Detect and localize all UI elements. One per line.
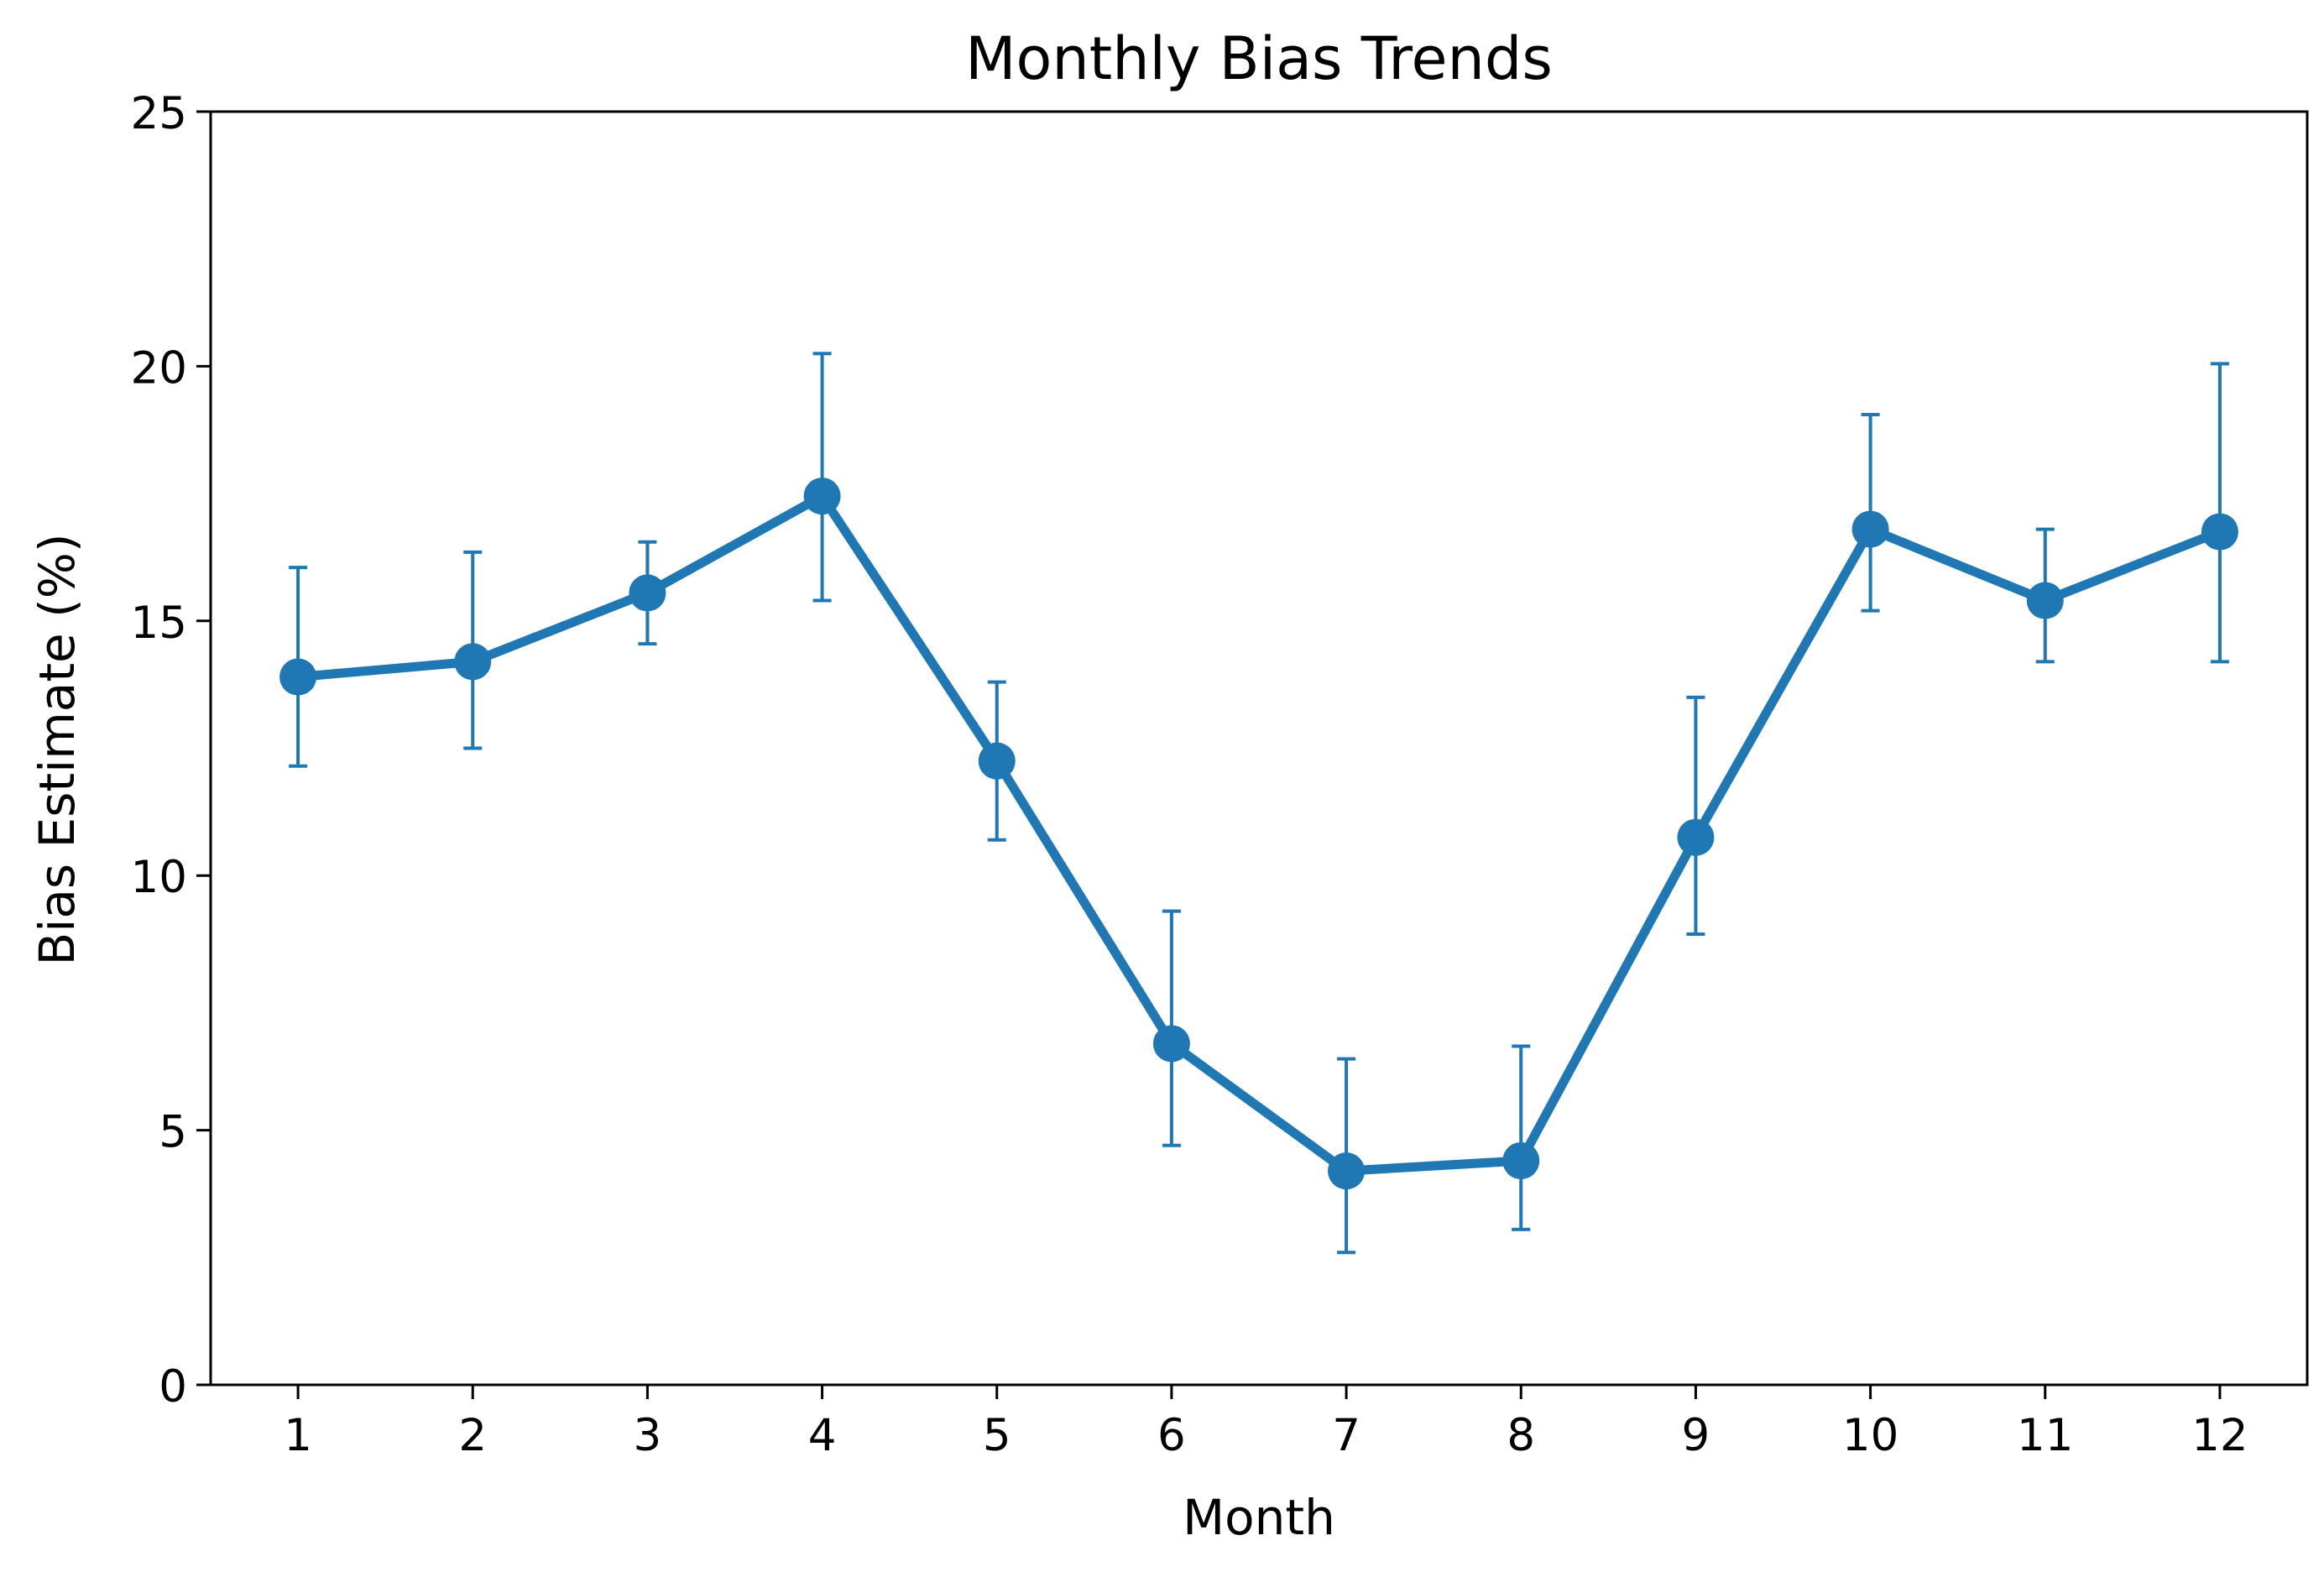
x-tick-label: 8	[1507, 1410, 1535, 1461]
data-point	[978, 742, 1016, 780]
data-point	[1851, 510, 1889, 548]
x-tick-label: 5	[983, 1410, 1011, 1461]
error-bar	[1512, 1044, 1531, 1231]
x-tick-label: 7	[1332, 1410, 1360, 1461]
data-point	[803, 478, 841, 515]
chart-title: Monthly Bias Trends	[965, 24, 1553, 93]
y-axis-label: Bias Estimate (%)	[29, 533, 86, 965]
error-bar	[1686, 695, 1705, 936]
y-tick-label: 20	[131, 342, 187, 394]
error-bar	[812, 352, 832, 603]
data-point	[279, 658, 317, 696]
x-tick-label: 2	[458, 1410, 487, 1461]
error-bar	[2210, 362, 2229, 664]
data-point	[1328, 1152, 1366, 1190]
y-tick-label: 10	[131, 852, 187, 903]
y-tick-label: 5	[159, 1107, 187, 1158]
x-tick-label: 9	[1682, 1410, 1710, 1461]
data-point	[454, 643, 492, 681]
data-point	[2201, 513, 2238, 551]
x-tick-label: 10	[1842, 1410, 1898, 1461]
data-point	[2026, 582, 2064, 619]
x-tick-label: 11	[2017, 1410, 2073, 1461]
data-point	[1502, 1142, 1540, 1180]
data-points	[279, 478, 2238, 1190]
x-tick-label: 3	[634, 1410, 662, 1461]
x-tick-label: 12	[2191, 1410, 2248, 1461]
data-point	[1677, 818, 1715, 856]
x-tick-label: 4	[808, 1410, 837, 1461]
x-tick-label: 1	[284, 1410, 312, 1461]
series-line	[293, 491, 2225, 1176]
data-point	[629, 574, 666, 612]
plot-frame	[209, 110, 2309, 1387]
x-axis-ticks: 1 2 3 4 5 6 7 8 9 10 11 12	[284, 1385, 2248, 1461]
y-tick-label: 0	[159, 1361, 187, 1413]
y-tick-label: 15	[131, 598, 187, 649]
y-tick-label: 25	[131, 88, 187, 139]
series-line-group	[293, 491, 2225, 1176]
y-axis-ticks: 0 5 10 15 20 25	[131, 88, 211, 1413]
x-axis-label: Month	[1183, 1489, 1335, 1546]
x-tick-label: 6	[1157, 1410, 1186, 1461]
data-point	[1152, 1025, 1190, 1063]
